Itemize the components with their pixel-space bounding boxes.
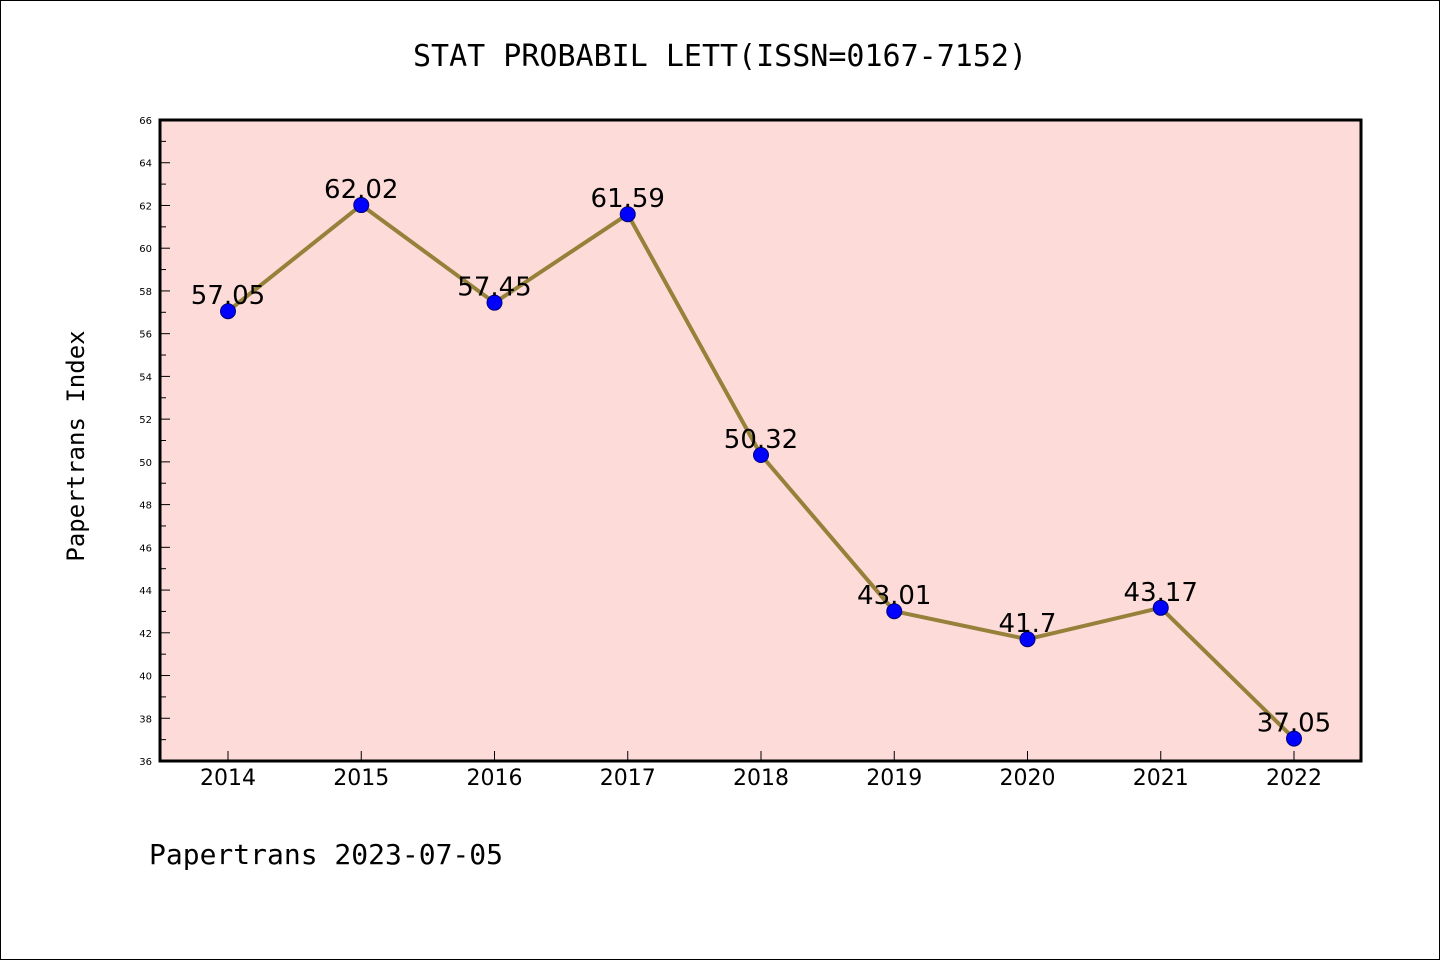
x-tick-label: 2022 [1266, 766, 1322, 791]
data-label: 43.01 [857, 581, 931, 611]
x-tick-label: 2015 [333, 766, 389, 791]
y-tick-label: 58 [139, 287, 152, 298]
y-tick-label: 64 [139, 159, 152, 170]
y-tick-label: 66 [139, 116, 152, 127]
data-point [486, 294, 503, 311]
y-tick-label: 56 [139, 330, 152, 341]
data-label: 62.02 [324, 175, 398, 205]
y-tick-label: 50 [139, 458, 152, 469]
data-point [753, 447, 769, 464]
data-label: 43.17 [1124, 578, 1198, 608]
y-axis-label: Papertrans Index [62, 330, 90, 561]
x-tick-label: 2014 [200, 766, 256, 791]
x-tick-label: 2016 [467, 766, 523, 791]
x-tick-label: 2018 [733, 766, 789, 791]
y-tick-label: 38 [139, 714, 152, 725]
y-tick-label: 48 [139, 501, 152, 512]
data-point [220, 303, 236, 320]
data-label: 57.05 [191, 281, 265, 311]
footer-text: Papertrans 2023-07-05 [149, 838, 503, 871]
y-tick-label: 40 [139, 672, 152, 683]
y-tick-label: 46 [139, 543, 152, 554]
data-label: 50.32 [724, 425, 798, 455]
data-point [1152, 599, 1169, 616]
data-points [220, 197, 1302, 747]
data-point [353, 197, 370, 214]
x-tick-label: 2019 [866, 766, 922, 791]
data-point [619, 206, 636, 223]
y-tick-label: 52 [139, 415, 152, 426]
plot-area [158, 118, 1363, 763]
x-axis: 2014 2015 2016 2017 2018 2019 2020 2021 2022 [200, 751, 1322, 791]
y-tick-label: 62 [139, 201, 152, 212]
y-tick-label: 44 [139, 586, 152, 597]
y-axis: 36 38 40 42 44 46 48 50 52 54 56 58 60 62 64 66 [139, 116, 170, 768]
x-tick-label: 2020 [1000, 766, 1056, 791]
data-label: 61.59 [591, 184, 665, 214]
x-tick-label: 2017 [600, 766, 656, 791]
y-tick-label: 36 [139, 757, 152, 768]
data-point [886, 603, 903, 620]
data-point [1286, 730, 1302, 747]
data-label: 37.05 [1257, 709, 1331, 739]
y-tick-label: 60 [139, 244, 152, 255]
data-label: 57.45 [457, 273, 531, 303]
data-label: 41.7 [999, 609, 1057, 639]
x-tick-label: 2021 [1133, 766, 1189, 791]
y-tick-label: 42 [139, 629, 152, 640]
data-point [1019, 631, 1036, 648]
data-labels: 57.05 62.02 57.45 61.59 50.32 43.01 41.7 43.17 3… [191, 175, 1331, 739]
chart-title: STAT PROBABIL LETT(ISSN=0167-7152) [413, 39, 1027, 74]
y-tick-label: 54 [139, 372, 152, 383]
